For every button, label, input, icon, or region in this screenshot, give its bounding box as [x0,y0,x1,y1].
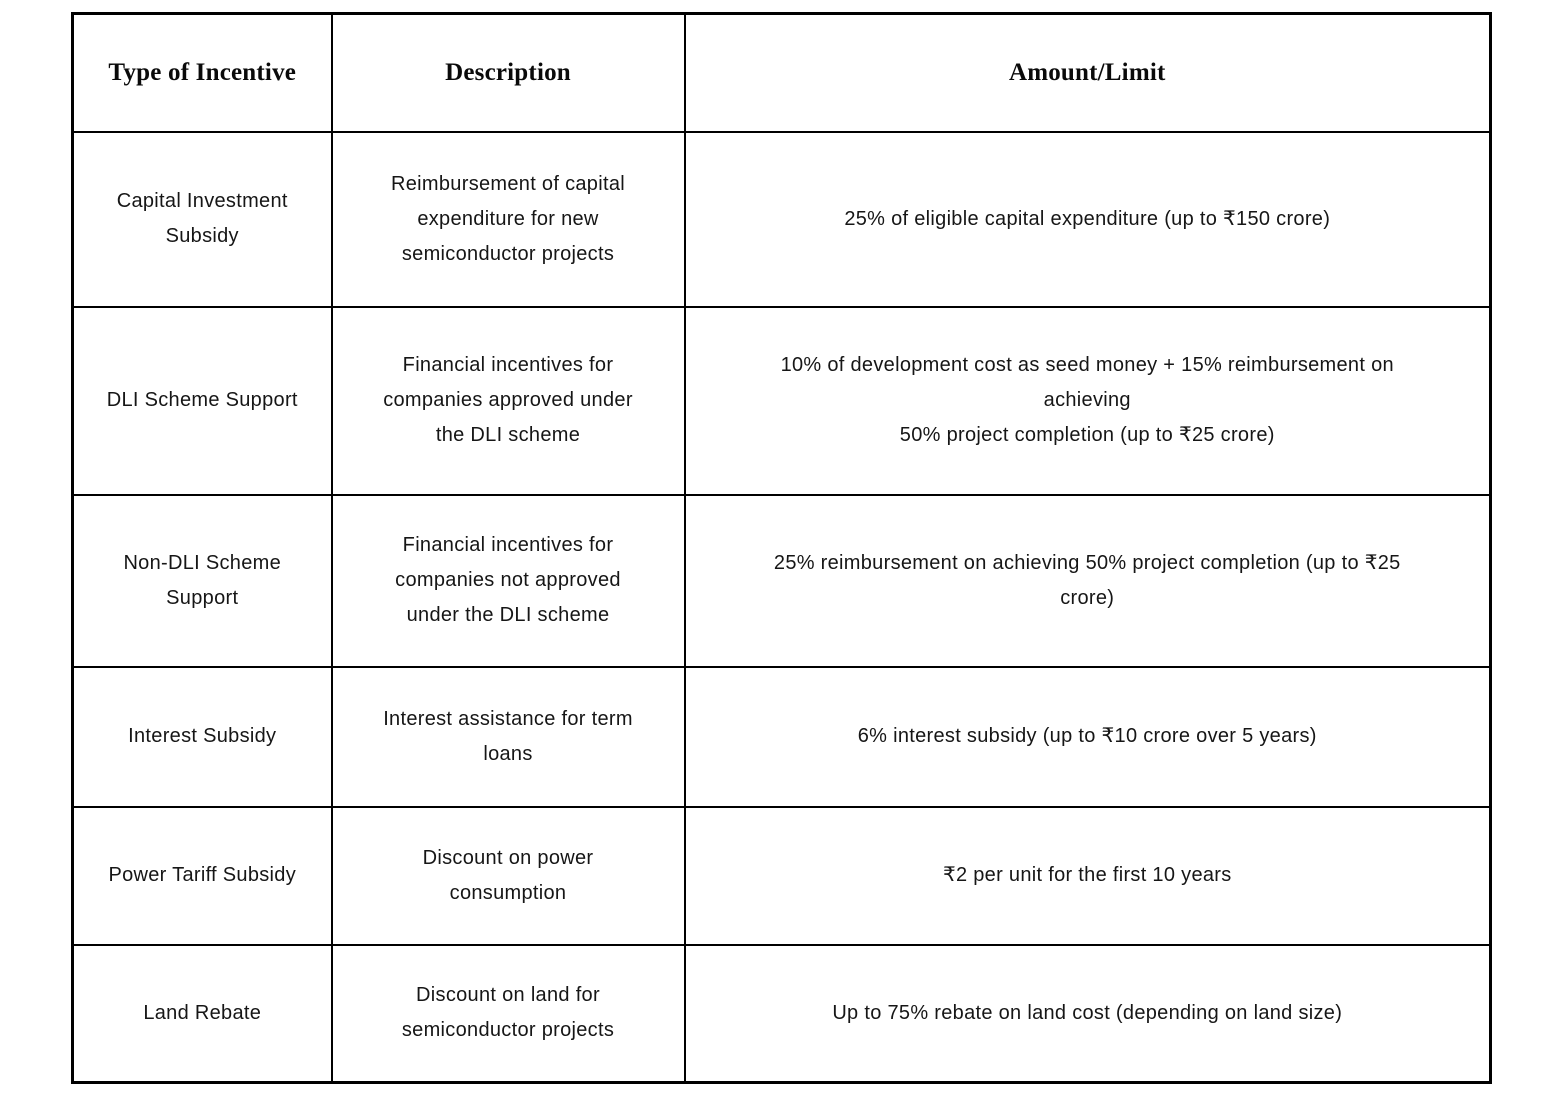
cell-description: Interest assistance for term loans [330,665,686,808]
column-header-label: Type of Incentive [108,58,297,86]
column-header-description: Description [330,12,686,133]
description-text: Discount on power consumption [422,846,594,904]
cell-amount-limit: 10% of development cost as seed money + … [683,305,1492,496]
amount-limit-text: ₹2 per unit for the first 10 years [942,864,1232,886]
amount-limit-text: 25% reimbursement on achieving 50% proje… [773,551,1401,609]
cell-amount-limit: 25% reimbursement on achieving 50% proje… [683,493,1492,668]
cell-description: Discount on land for semiconductor proje… [330,943,686,1084]
cell-amount-limit: Up to 75% rebate on land cost (depending… [683,943,1492,1084]
cell-incentive-type: Power Tariff Subsidy [71,805,333,946]
table-row-dli-scheme-support: DLI Scheme Support Financial incentives … [71,305,1492,496]
description-text: Reimbursement of capital expenditure for… [391,172,625,265]
cell-amount-limit: ₹2 per unit for the first 10 years [683,805,1492,946]
cell-description: Financial incentives for companies not a… [330,493,686,668]
column-header-type-of-incentive: Type of Incentive [71,12,333,133]
column-header-label: Amount/Limit [1008,58,1166,86]
table-row-interest-subsidy: Interest Subsidy Interest assistance for… [71,665,1492,808]
cell-incentive-type: Capital Investment Subsidy [71,130,333,308]
cell-incentive-type: Interest Subsidy [71,665,333,808]
description-text: Interest assistance for term loans [383,707,633,765]
amount-limit-text: 25% of eligible capital expenditure (up … [844,207,1331,230]
cell-amount-limit: 25% of eligible capital expenditure (up … [683,130,1492,308]
column-header-amount-limit: Amount/Limit [683,12,1492,133]
amount-limit-text: 10% of development cost as seed money + … [780,354,1394,446]
cell-amount-limit: 6% interest subsidy (up to ₹10 crore ove… [683,665,1492,808]
cell-incentive-type: Non-DLI Scheme Support [71,493,333,668]
table-row-land-rebate: Land Rebate Discount on land for semicon… [71,943,1492,1084]
description-text: Financial incentives for companies not a… [395,534,621,626]
cell-description: Reimbursement of capital expenditure for… [330,130,686,308]
table-row-power-tariff-subsidy: Power Tariff Subsidy Discount on power c… [71,805,1492,946]
incentive-type-text: Land Rebate [143,1001,262,1024]
amount-limit-text: 6% interest subsidy (up to ₹10 crore ove… [857,725,1317,747]
header-row: Type of Incentive Description Amount/Lim… [71,12,1492,133]
cell-incentive-type: Land Rebate [71,943,333,1084]
incentives-table: Type of Incentive Description Amount/Lim… [71,12,1492,1084]
incentive-type-text: Interest Subsidy [128,725,277,747]
incentive-type-text: DLI Scheme Support [106,389,298,411]
cell-incentive-type: DLI Scheme Support [71,305,333,496]
cell-description: Discount on power consumption [330,805,686,946]
description-text: Financial incentives for companies appro… [383,354,633,446]
description-text: Discount on land for semiconductor proje… [401,984,615,1042]
amount-limit-text: Up to 75% rebate on land cost (depending… [832,1001,1343,1024]
table-row-capital-investment-subsidy: Capital Investment Subsidy Reimbursement… [71,130,1492,308]
incentive-type-text: Capital Investment Subsidy [116,190,288,247]
incentive-type-text: Power Tariff Subsidy [108,864,297,886]
incentives-table-container: Type of Incentive Description Amount/Lim… [71,12,1492,1084]
incentive-type-text: Non-DLI Scheme Support [123,551,282,609]
table-row-non-dli-scheme-support: Non-DLI Scheme Support Financial incenti… [71,493,1492,668]
cell-description: Financial incentives for companies appro… [330,305,686,496]
column-header-label: Description [445,58,571,86]
